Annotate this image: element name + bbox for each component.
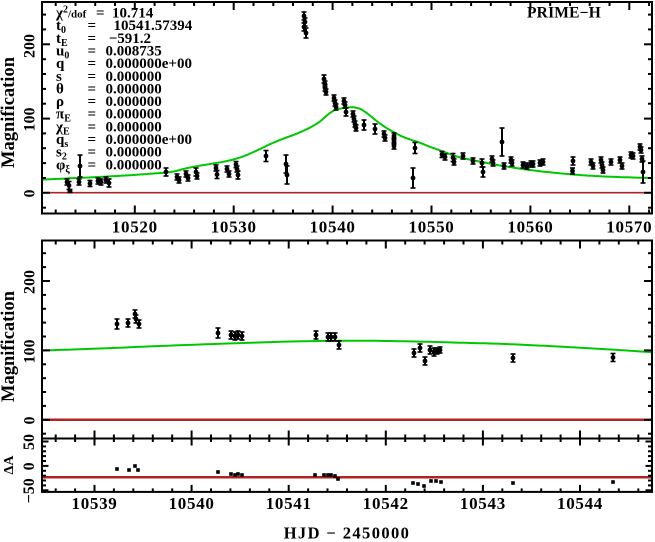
svg-text:0.000000: 0.000000 (106, 107, 162, 123)
svg-text:θ: θ (56, 81, 64, 97)
svg-text:10542: 10542 (363, 494, 409, 513)
svg-text:=: = (88, 18, 97, 34)
svg-text:50: 50 (21, 434, 38, 450)
svg-text:0.000000: 0.000000 (106, 81, 162, 97)
svg-text:10540: 10540 (310, 217, 356, 236)
svg-text:200: 200 (22, 34, 39, 58)
svg-text:Magnification: Magnification (0, 56, 19, 168)
svg-text:100: 100 (22, 108, 39, 132)
svg-text:Magnification: Magnification (0, 290, 19, 402)
svg-text:=: = (88, 31, 97, 47)
svg-text:10540: 10540 (169, 494, 215, 513)
svg-text:=: = (88, 107, 97, 123)
svg-text:0.000000: 0.000000 (106, 94, 162, 110)
svg-text:0.000000e+00: 0.000000e+00 (106, 132, 192, 148)
svg-text:10560: 10560 (507, 217, 553, 236)
svg-text:HJD − 2450000: HJD − 2450000 (284, 524, 411, 542)
svg-text:0: 0 (22, 417, 39, 425)
svg-text:=: = (88, 132, 97, 148)
svg-text:s2: s2 (56, 145, 67, 163)
svg-text:10543: 10543 (460, 494, 506, 513)
svg-text:χ2/dof: χ2/dof (55, 5, 87, 22)
svg-text:10550: 10550 (409, 217, 455, 236)
svg-text:=: = (88, 43, 97, 59)
svg-text:0.000000: 0.000000 (106, 145, 162, 161)
svg-text:=: = (88, 81, 97, 97)
svg-text:0.000000: 0.000000 (106, 119, 162, 135)
svg-text:−50: −50 (21, 478, 38, 503)
svg-text:10530: 10530 (211, 217, 257, 236)
svg-text:100: 100 (22, 340, 39, 364)
svg-text:0: 0 (21, 462, 38, 470)
svg-text:=: = (88, 56, 97, 72)
svg-text:0: 0 (22, 190, 39, 198)
svg-text:10541.57394: 10541.57394 (114, 18, 193, 34)
svg-text:200: 200 (22, 270, 39, 294)
svg-text:q: q (56, 56, 65, 72)
svg-text:=: = (88, 157, 97, 173)
svg-text:0.000000e+00: 0.000000e+00 (106, 56, 192, 72)
svg-text:t0: t0 (56, 18, 66, 36)
svg-text:10.714: 10.714 (112, 6, 154, 22)
svg-text:10539: 10539 (72, 494, 118, 513)
svg-text:=: = (88, 69, 97, 85)
svg-text:=: = (88, 145, 97, 161)
svg-text:10570: 10570 (606, 217, 652, 236)
svg-text:10520: 10520 (112, 217, 158, 236)
svg-text:=: = (88, 119, 97, 135)
svg-text:0.008735: 0.008735 (106, 43, 162, 59)
svg-text:ρ: ρ (56, 94, 64, 110)
svg-text:ΔA: ΔA (2, 455, 17, 475)
svg-text:10541: 10541 (266, 494, 312, 513)
svg-text:=: = (88, 94, 97, 110)
svg-text:10544: 10544 (557, 494, 603, 513)
svg-text:0.000000: 0.000000 (106, 69, 162, 85)
svg-text:PRIME−H: PRIME−H (527, 5, 601, 22)
svg-text:=: = (96, 6, 105, 22)
svg-text:0.000000: 0.000000 (106, 157, 162, 173)
svg-text:−591.2: −591.2 (109, 31, 151, 47)
svg-text:s: s (56, 69, 62, 85)
